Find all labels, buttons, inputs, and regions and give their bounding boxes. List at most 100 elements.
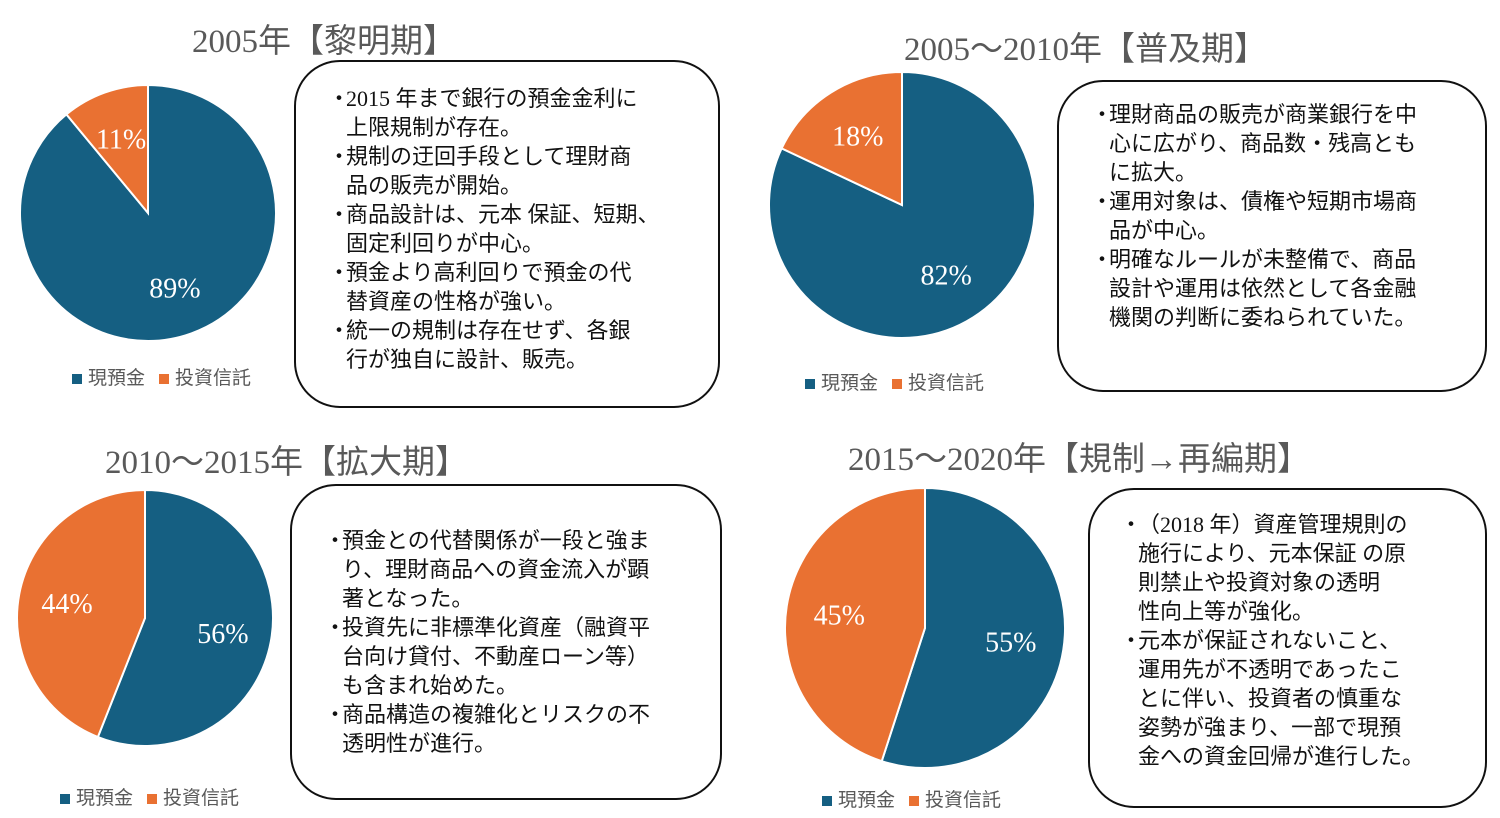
note-line: 性向上等が強化。	[1138, 599, 1315, 624]
note-line: 品の販売が開始。	[346, 173, 523, 198]
pie-chart: 56% 44%	[16, 488, 274, 747]
note-line: 姿勢が強まり、一部で現預	[1138, 715, 1402, 740]
note-line: 行が独自に設計、販売。	[346, 347, 589, 372]
note-line: 則禁止や投資対象の透明	[1138, 570, 1381, 595]
note-line: 商品構造の複雑化とリスクの不	[342, 702, 651, 727]
legend-item-cash: 現預金	[822, 789, 895, 811]
note-line: 施行により、元本保証 の原	[1138, 541, 1407, 566]
chart-title: 2005～2010年【普及期】	[904, 32, 1267, 68]
bullet-text: 商品構造の複雑化とリスクの不 透明性が進行。	[342, 700, 650, 758]
legend-swatch	[805, 378, 815, 389]
note-line: 元本が保証されないこと、	[1138, 628, 1402, 653]
note-line: 商品設計は、元本 保証、短期、	[346, 202, 660, 227]
legend-label: 現預金	[821, 372, 879, 394]
chart-legend: 現預金 投資信託	[805, 368, 998, 395]
data-label: 44%	[41, 589, 92, 620]
note-line: 上限規制が存在。	[346, 115, 523, 140]
chart-title: 2005年【黎明期】	[192, 24, 456, 60]
note-bullet: ・統一の規制は存在せず、各銀 行が独自に設計、販売。	[328, 316, 698, 374]
legend-label: 投資信託	[925, 789, 1002, 811]
note-line: 規制の迂回手段として理財商	[346, 144, 632, 169]
note-line: 替資産の性格が強い。	[346, 289, 567, 314]
data-label: 82%	[921, 261, 972, 292]
note-line: 理財商品の販売が商業銀行を中	[1109, 102, 1418, 127]
note-line: （2018 年）資産管理規則の	[1138, 512, 1408, 537]
note-line: 運用先が不透明であったこ	[1138, 657, 1402, 682]
note-line: 明確なルールが未整備で、商品	[1109, 247, 1417, 272]
note-line: 運用対象は、債権や短期市場商	[1109, 189, 1418, 214]
legend-item-trust: 投資信託	[147, 787, 239, 809]
note-bullet: ・規制の迂回手段として理財商 品の販売が開始。	[328, 142, 698, 200]
note-line: 機関の判断に委ねられていた。	[1109, 305, 1417, 330]
note-bullet: ・預金との代替関係が一段と強ま り、理財商品への資金流入が顕 著となった。	[324, 526, 700, 613]
chart-legend: 現預金 投資信託	[60, 783, 253, 810]
note-line: 2015 年まで銀行の預金金利に	[346, 86, 638, 111]
bullet-mark: ・	[1091, 102, 1114, 127]
bullet-mark: ・	[324, 615, 347, 640]
bullet-text: 商品設計は、元本 保証、短期、 固定利回りが中心。	[346, 200, 660, 258]
note-bullet: ・元本が保証されないこと、 運用先が不透明であったこ とに伴い、投資者の慎重な 姿勢が…	[1120, 626, 1469, 771]
chart-title: 2015～2020年【規制→再編期】	[848, 442, 1310, 478]
legend-label: 投資信託	[163, 787, 240, 809]
legend-swatch	[892, 378, 903, 389]
note-line: とに伴い、投資者の慎重な	[1138, 686, 1403, 711]
note-line: 品が中心。	[1109, 218, 1220, 243]
data-label: 18%	[832, 121, 883, 152]
bullet-mark: ・	[328, 144, 351, 169]
note-line: 心に広がり、商品数・残高とも	[1109, 131, 1417, 156]
note-bullet: ・ 2015 年まで銀行の預金金利に 上限規制が存在。	[328, 84, 698, 142]
legend-swatch	[159, 373, 170, 384]
legend-item-trust: 投資信託	[909, 789, 1001, 811]
legend-swatch	[822, 795, 832, 806]
legend-label: 投資信託	[175, 367, 252, 389]
pie-slice-trust	[16, 488, 146, 739]
bullet-mark: ・	[328, 260, 351, 285]
bullet-mark: ・	[324, 702, 347, 727]
legend-label: 投資信託	[908, 372, 985, 394]
bullet-text: 明確なルールが未整備で、商品 設計や運用は依然として各金融 機関の判断に委ねられてい…	[1109, 245, 1416, 332]
note-bullet: ・理財商品の販売が商業銀行を中 心に広がり、商品数・残高とも に拡大。	[1091, 100, 1465, 187]
legend-label: 現預金	[88, 367, 146, 389]
pie-chart: 82% 18%	[768, 70, 1036, 339]
data-label: 11%	[96, 124, 146, 155]
pie-slice-trust	[784, 486, 926, 763]
legend-item-cash: 現預金	[60, 787, 133, 809]
note-line: 台向け貸付、不動産ローン等）	[342, 644, 649, 669]
legend-swatch	[60, 793, 70, 804]
legend-item-trust: 投資信託	[892, 372, 984, 394]
bullet-mark: ・	[1091, 247, 1114, 272]
note-bullet: ・投資先に非標準化資産（融資平 台向け貸付、不動産ローン等） も含まれ始めた。	[324, 613, 700, 700]
bullet-text: （2018 年）資産管理規則の 施行により、元本保証 の原 則禁止や投資対象の透明性…	[1138, 510, 1408, 626]
note-line: も含まれ始めた。	[342, 673, 519, 698]
data-label: 55%	[985, 628, 1036, 659]
bullet-text: 統一の規制は存在せず、各銀 行が独自に設計、販売。	[346, 316, 630, 374]
note-line: 預金より高利回りで預金の代	[346, 260, 632, 285]
legend-label: 現預金	[76, 787, 134, 809]
bullet-mark: ・	[328, 202, 351, 227]
notes-box: ・ 2015 年まで銀行の預金金利に 上限規制が存在。・規制の迂回手段として理財商品…	[294, 60, 720, 408]
data-label: 89%	[149, 274, 200, 305]
note-bullet: ・商品設計は、元本 保証、短期、 固定利回りが中心。	[328, 200, 698, 258]
note-bullet: ・運用対象は、債権や短期市場商 品が中心。	[1091, 187, 1465, 245]
note-line: り、理財商品への資金流入が顕	[342, 557, 650, 582]
bullet-text: 規制の迂回手段として理財商 品の販売が開始。	[346, 142, 631, 200]
note-bullet: ・（2018 年）資産管理規則の 施行により、元本保証 の原 則禁止や投資対象の透明…	[1120, 510, 1469, 626]
data-label: 56%	[197, 619, 248, 650]
note-line: に拡大。	[1109, 160, 1198, 185]
bullet-text: 投資先に非標準化資産（融資平 台向け貸付、不動産ローン等） も含まれ始めた。	[342, 613, 650, 700]
note-line: 設計や運用は依然として各金融	[1109, 276, 1417, 301]
legend-swatch	[72, 373, 82, 384]
bullet-text: 理財商品の販売が商業銀行を中 心に広がり、商品数・残高とも に拡大。	[1109, 100, 1417, 187]
chart-title: 2010～2015年【拡大期】	[105, 445, 468, 481]
note-line: 投資先に非標準化資産（融資平	[342, 615, 651, 640]
bullet-mark: ・	[1120, 512, 1143, 537]
bullet-text: 元本が保証されないこと、 運用先が不透明であったこ とに伴い、投資者の慎重な 姿勢が強…	[1138, 626, 1424, 771]
note-line: 固定利回りが中心。	[346, 231, 545, 256]
pie-slice-cash	[880, 486, 1066, 769]
legend-swatch	[909, 795, 920, 806]
note-bullet: ・預金より高利回りで預金の代 替資産の性格が強い。	[328, 258, 698, 316]
bullet-text: 預金より高利回りで預金の代 替資産の性格が強い。	[346, 258, 632, 316]
note-line: 金への資金回帰が進行した。	[1138, 744, 1425, 769]
pie-slice-trust	[780, 70, 903, 207]
chart-legend: 現預金 投資信託	[822, 785, 1015, 812]
